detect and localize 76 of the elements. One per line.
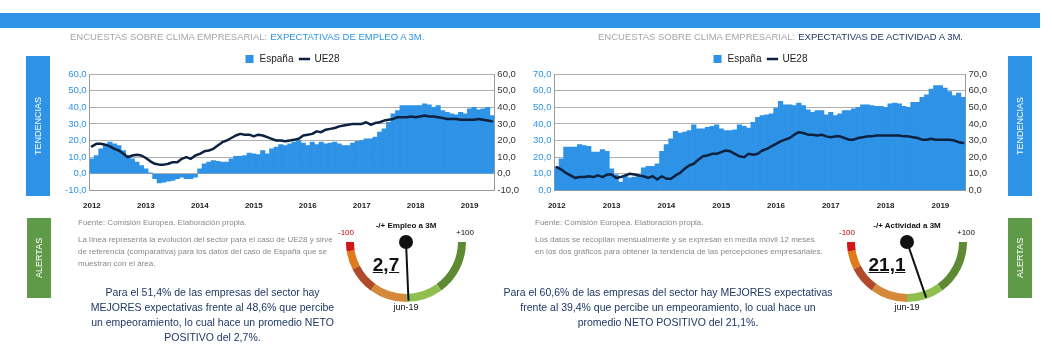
x-tick-label: 2019: [460, 201, 480, 211]
chart-title: ENCUESTAS SOBRE CLIMA EMPRESARIAL:: [70, 31, 268, 42]
x-tick-label: 2016: [767, 201, 786, 211]
legend-label: España: [727, 52, 762, 64]
y-tick-label: 50,0: [532, 100, 552, 112]
y2-tick-label: 30,0: [968, 134, 988, 146]
y-tick-label: 40,0: [68, 100, 87, 112]
y2-tick-label: 60,0: [497, 67, 516, 79]
y-tick-label: 60,0: [532, 84, 552, 96]
y-tick-label: 50,0: [68, 84, 87, 96]
y2-tick-label: 50,0: [497, 84, 516, 96]
y-tick-label: 0,0: [73, 167, 87, 179]
x-tick-label: 2017: [821, 201, 841, 211]
y-tick-label: 40,0: [532, 117, 552, 129]
x-tick-label: 2014: [190, 201, 210, 211]
text: ALERTAS: [1008, 218, 1032, 298]
text: La línea representa la evolución del sector para el caso de UE28 y sirve de referencia (comparativa) para los datos del caso de España que se muestran con el área.: [78, 235, 333, 268]
text: TENDENCIAS: [26, 56, 50, 196]
y2-tick-label: 10,0: [497, 150, 516, 162]
y-tick-label: 10,0: [68, 150, 87, 162]
text: +100: [455, 228, 474, 237]
y-tick-label: 20,0: [68, 134, 87, 146]
y2-tick-label: 20,0: [968, 150, 988, 162]
source-note: Fuente: Comisión Europea. Elaboración propia.: [535, 218, 704, 227]
text: -/+ Empleo a 3M: [375, 221, 437, 230]
y2-tick-label: 40,0: [497, 100, 516, 112]
legend-label: UE28: [782, 52, 808, 64]
y2-tick-label: 0,0: [968, 184, 982, 196]
x-tick-label: 2019: [931, 201, 950, 211]
text: -100: [338, 228, 355, 237]
chart-subtitle: EXPECTATIVAS DE EMPLEO A 3M.: [270, 31, 425, 42]
x-tick-label: 2012: [83, 201, 102, 211]
text: TENDENCIAS: [1008, 56, 1032, 196]
x-tick-label: 2015: [244, 201, 264, 211]
y-tick-label: 0,0: [538, 184, 552, 196]
y2-tick-label: 20,0: [497, 134, 516, 146]
text: -/+ Actividad a 3M: [873, 221, 941, 230]
y-tick-label: 10,0: [532, 167, 552, 179]
legend-label: España: [259, 52, 294, 64]
x-tick-label: 2014: [657, 201, 676, 211]
y2-tick-label: 70,0: [968, 67, 988, 79]
x-tick-label: 2015: [712, 201, 731, 211]
y2-tick-label: 0,0: [497, 167, 511, 179]
chart-title: ENCUESTAS SOBRE CLIMA EMPRESARIAL:: [598, 31, 796, 42]
text: -100: [839, 228, 856, 237]
y-tick-label: 30,0: [532, 134, 552, 146]
y2-tick-label: 50,0: [968, 100, 988, 112]
y-tick-label: -10,0: [65, 184, 87, 196]
text: +100: [956, 228, 975, 237]
x-tick-label: 2018: [406, 201, 426, 211]
source-note: Fuente: Comisión Europea. Elaboración propia.: [78, 218, 247, 227]
x-tick-label: 2013: [602, 201, 622, 211]
text: Para el 60,6% de las empresas del sector hay MEJORES expectativas frente al 39,4% que percibe un empeoramiento, lo cual hace un promedio NETO POSITIVO del 21,1%.: [502, 285, 834, 330]
x-tick-label: 2017: [352, 201, 372, 211]
x-tick-label: 2018: [876, 201, 896, 211]
y2-tick-label: -10,0: [497, 184, 519, 196]
text: ALERTAS: [27, 218, 51, 298]
x-tick-label: 2013: [136, 201, 156, 211]
x-tick-label: 2012: [547, 201, 567, 211]
text: Para el 51,4% de las empresas del sector hay MEJORES expectativas frente al 48,6% que percibe un empeoramiento, lo cual hace un promedio NETO POSITIVO del 2,7%.: [89, 285, 336, 345]
text: jun-19: [893, 302, 921, 312]
y2-tick-label: 10,0: [968, 167, 988, 179]
y2-tick-label: 30,0: [497, 117, 516, 129]
text: jun-19: [392, 302, 420, 312]
text: 21,1: [867, 254, 907, 276]
y-tick-label: 60,0: [68, 67, 87, 79]
y-tick-label: 20,0: [532, 150, 552, 162]
chart-subtitle: EXPECTATIVAS DE ACTIVIDAD A 3M.: [798, 31, 963, 42]
y-tick-label: 70,0: [532, 67, 552, 79]
y-tick-label: 30,0: [68, 117, 87, 129]
y2-tick-label: 40,0: [968, 117, 988, 129]
y2-tick-label: 60,0: [968, 84, 988, 96]
x-tick-label: 2016: [298, 201, 318, 211]
legend-label: UE28: [314, 52, 340, 64]
text: 2,7: [371, 254, 401, 276]
text: Los datos se recopilan mensualmente y se expresan en media móvil 12 meses en los dos gráficos para obtener la tendencia de las percepciones empresariales.: [535, 234, 824, 258]
